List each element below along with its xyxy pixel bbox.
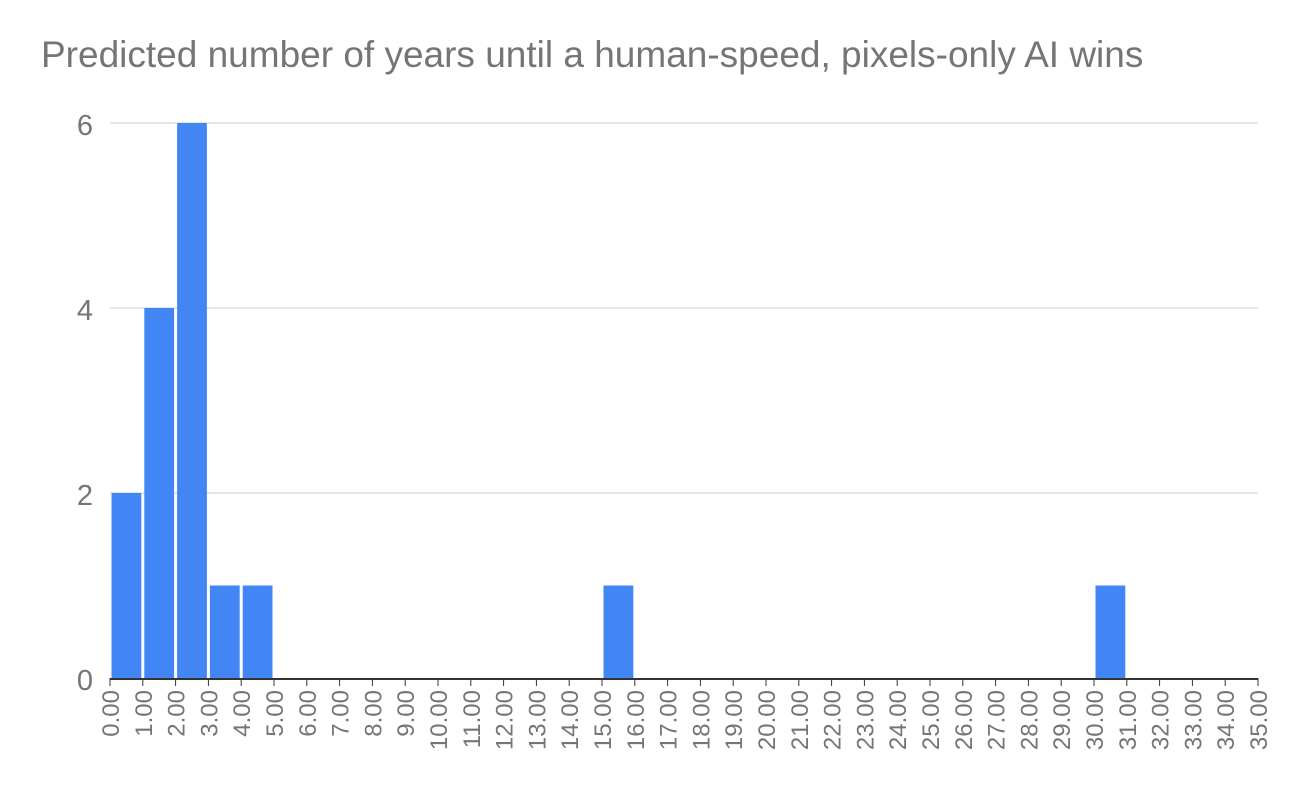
x-tick-label: 6.00 — [295, 690, 322, 737]
x-tick-label: 4.00 — [229, 690, 256, 737]
x-tick-label: 14.00 — [557, 690, 584, 750]
x-tick-label: 34.00 — [1213, 690, 1240, 750]
x-tick-label: 9.00 — [393, 690, 420, 737]
x-tick-label: 10.00 — [426, 690, 453, 750]
x-tick-label: 11.00 — [459, 690, 486, 748]
x-tick-label: 2.00 — [164, 690, 191, 737]
x-tick-label: 25.00 — [918, 690, 945, 750]
x-tick-label: 26.00 — [951, 690, 978, 750]
x-tick-label: 30.00 — [1082, 690, 1109, 750]
y-tick-label: 4 — [77, 295, 93, 327]
x-tick-label: 21.00 — [787, 690, 814, 750]
x-tick-label: 22.00 — [820, 690, 847, 750]
x-tick-label: 27.00 — [984, 690, 1011, 750]
bar — [111, 493, 142, 678]
x-tick-label: 35.00 — [1246, 690, 1273, 750]
x-tick-label: 23.00 — [852, 690, 879, 750]
x-tick-label: 7.00 — [328, 690, 355, 737]
x-tick-label: 33.00 — [1180, 690, 1207, 750]
bar — [242, 585, 273, 678]
y-tick-label: 2 — [77, 480, 93, 512]
x-tick-label: 19.00 — [721, 690, 748, 750]
x-tick-label: 15.00 — [590, 690, 617, 750]
x-tick-label: 29.00 — [1049, 690, 1076, 750]
x-tick-label: 1.00 — [131, 690, 158, 737]
bar — [1095, 585, 1126, 678]
x-tick-label: 5.00 — [262, 690, 289, 737]
x-tick-label: 13.00 — [524, 690, 551, 750]
x-tick-label: 8.00 — [360, 690, 387, 737]
x-tick-label: 24.00 — [885, 690, 912, 750]
x-tick-label: 18.00 — [688, 690, 715, 750]
bar — [603, 585, 634, 678]
x-tick-label: 16.00 — [623, 690, 650, 750]
bar — [177, 123, 207, 678]
bar — [209, 585, 240, 678]
x-tick-label: 3.00 — [196, 690, 223, 737]
y-tick-label: 0 — [77, 665, 93, 697]
bar — [144, 308, 175, 678]
x-tick-label: 28.00 — [1016, 690, 1043, 750]
chart-title: Predicted number of years until a human-… — [41, 34, 1144, 75]
x-tick-label: 32.00 — [1148, 690, 1175, 750]
x-tick-label: 31.00 — [1115, 690, 1142, 750]
x-tick-label: 17.00 — [656, 690, 683, 750]
x-tick-label: 0.00 — [98, 690, 125, 737]
x-tick-label: 12.00 — [492, 690, 519, 750]
y-tick-label: 6 — [77, 110, 93, 142]
x-tick-label: 20.00 — [754, 690, 781, 750]
